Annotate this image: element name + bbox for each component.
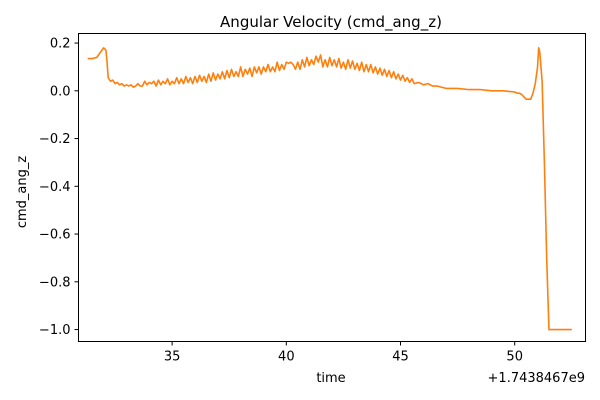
x-tick-label: 35 — [164, 350, 181, 365]
chart-title: Angular Velocity (cmd_ang_z) — [220, 13, 442, 32]
y-tick-label: 0.2 — [50, 37, 71, 52]
x-tick-label: 50 — [506, 350, 523, 365]
y-axis-ticks: 0.2 0.0 −0.2 −0.4 −0.6 −0.8 −1.0 — [39, 37, 79, 338]
x-tick-label: 40 — [278, 350, 295, 365]
x-tick-label: 45 — [392, 350, 409, 365]
x-axis-ticks: 35 40 45 50 — [164, 341, 523, 365]
plot-frame — [78, 33, 586, 342]
y-tick-label: −0.6 — [39, 228, 71, 243]
plot-area — [87, 47, 572, 331]
y-tick-label: −0.4 — [39, 180, 71, 195]
x-axis-label: time — [316, 371, 345, 386]
y-tick-label: −0.8 — [39, 275, 71, 290]
y-tick-label: 0.0 — [50, 84, 71, 99]
y-tick-label: −1.0 — [39, 323, 71, 338]
x-axis-offset-label: +1.7438467e9 — [488, 371, 585, 386]
y-tick-label: −0.2 — [39, 132, 71, 147]
series-line — [87, 47, 572, 331]
y-axis-label: cmd_ang_z — [15, 156, 30, 229]
